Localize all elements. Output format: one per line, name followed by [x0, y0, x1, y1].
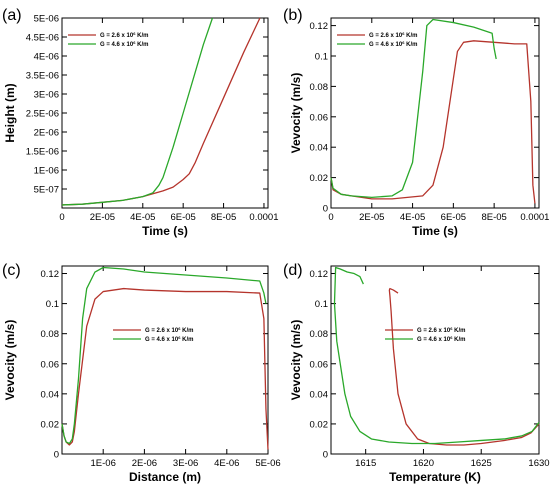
y-tick-label: 0.02: [41, 419, 60, 430]
y-tick-label: 0.04: [310, 143, 329, 154]
x-tick-label: 1630: [528, 458, 549, 469]
plot-frame: [330, 17, 540, 209]
panel-b: 0 2E-05 4E-05 6E-05 8E-05 0.0001 0 0.02 0.04 0.06…: [283, 7, 549, 238]
y-tick-label: 0.02: [310, 419, 329, 430]
x-tick-label: 2E-05: [90, 212, 115, 223]
y-tick-label: 0.04: [310, 389, 329, 400]
plot-frame: [330, 265, 540, 455]
panel-label: (a): [2, 7, 22, 24]
y-tick-label: 0.08: [41, 329, 60, 340]
y-tick-label: 0.06: [310, 359, 329, 370]
legend-entry: G = 4.6 x 106 K/m: [100, 40, 148, 49]
x-tick-label: 2E-05: [359, 212, 384, 223]
y-tick-label: 5E-06: [34, 14, 59, 25]
x-tick-label: 4E-05: [130, 212, 155, 223]
legend: G = 2.6 x 106 K/mG = 4.6 x 106 K/m: [113, 326, 193, 344]
x-tick-label: 1620: [413, 458, 434, 469]
legend-entry: G = 2.6 x 106 K/m: [369, 31, 417, 40]
legend: G = 2.6 x 106 K/mG = 4.6 x 106 K/m: [337, 31, 417, 49]
y-tick-label: 0.1: [315, 52, 328, 63]
x-tick-label: 1615: [355, 458, 376, 469]
x-tick-label: 1625: [471, 458, 492, 469]
y-axis-label: Vevocity (m/s): [3, 320, 17, 401]
legend: G = 2.6 x 106 K/mG = 4.6 x 106 K/m: [68, 31, 148, 49]
x-tick-label: 2E-06: [132, 458, 157, 469]
x-tick-label: 6E-05: [441, 212, 466, 223]
y-tick-label: 3.5E-06: [26, 71, 59, 82]
x-tick-label: 0: [328, 212, 333, 223]
plot-frame: [61, 265, 269, 455]
x-tick-label: 0.0001: [249, 212, 278, 223]
panel-a: 0 2E-05 4E-05 6E-05 8E-05 0.0001 5E-07 1E-06 1.5…: [2, 7, 278, 238]
x-axis-label: Time (s): [412, 224, 458, 238]
y-tick-label: 3E-06: [34, 90, 59, 101]
y-tick-label: 5E-07: [34, 185, 59, 196]
y-tick-label: 0.12: [310, 269, 329, 280]
y-axis-label: Height (m): [3, 83, 17, 142]
legend-entry: G = 2.6 x 106 K/m: [145, 326, 193, 335]
y-tick-label: 0.06: [41, 359, 60, 370]
panel-label: (c): [2, 262, 21, 279]
x-tick-label: 0.0001: [520, 212, 549, 223]
series-line-red: [330, 40, 536, 204]
x-tick-label: 0: [59, 212, 64, 223]
series-line-red: [61, 287, 269, 450]
plot-frame: [61, 17, 269, 209]
y-tick-label: 0: [323, 450, 328, 461]
y-tick-label: 2E-06: [34, 128, 59, 139]
y-tick-label: 1E-06: [34, 166, 59, 177]
y-tick-label: 0: [323, 204, 328, 215]
x-tick-label: 3E-06: [173, 458, 198, 469]
legend: G = 2.6 x 106 K/mG = 4.6 x 106 K/m: [385, 326, 465, 344]
y-tick-label: 0.1: [46, 299, 59, 310]
x-tick-label: 8E-05: [211, 212, 236, 223]
series-line-green: [330, 18, 497, 199]
y-tick-label: 0.08: [310, 82, 329, 93]
panel-c: 1E-06 2E-06 3E-06 4E-06 5E-06 0 0.02 0.04 0.06 0.…: [2, 262, 281, 484]
x-tick-label: 1E-06: [91, 458, 116, 469]
x-tick-label: 4E-06: [214, 458, 239, 469]
legend-entry: G = 2.6 x 106 K/m: [417, 326, 465, 335]
x-tick-label: 4E-05: [400, 212, 425, 223]
y-tick-label: 0.12: [310, 21, 329, 32]
y-tick-label: 4.5E-06: [26, 33, 59, 44]
y-tick-label: 0.08: [310, 329, 329, 340]
y-tick-label: 0.06: [310, 112, 329, 123]
panel-d: 1615 1620 1625 1630 0 0.02 0.04 0.06 0.08 0.1 0.12…: [283, 262, 550, 484]
y-tick-label: 0.1: [315, 299, 328, 310]
y-tick-label: 1.5E-06: [26, 147, 59, 158]
y-tick-label: 0.02: [310, 173, 329, 184]
y-axis-label: Vevocity (m/s): [289, 73, 303, 154]
x-axis-label: Distance (m): [129, 470, 201, 484]
series-line-green: [61, 266, 267, 445]
y-tick-label: 0: [54, 450, 59, 461]
legend-entry: G = 4.6 x 106 K/m: [417, 335, 465, 344]
y-tick-label: 0.04: [41, 389, 60, 400]
x-tick-label: 5E-06: [255, 458, 280, 469]
series-line-red: [388, 287, 540, 446]
x-axis-label: Time (s): [142, 224, 188, 238]
x-tick-label: 8E-05: [481, 212, 506, 223]
legend-entry: G = 2.6 x 106 K/m: [100, 31, 148, 40]
x-axis-label: Temperature (K): [389, 470, 481, 484]
series-line-green: [61, 17, 214, 206]
y-axis-label: Vevocity (m/s): [289, 320, 303, 401]
x-tick-label: 6E-05: [170, 212, 195, 223]
legend-entry: G = 4.6 x 106 K/m: [145, 335, 193, 344]
y-tick-label: 0.12: [41, 269, 60, 280]
series-line-green: [333, 266, 540, 445]
panel-label: (b): [283, 7, 303, 24]
y-tick-label: 2.5E-06: [26, 109, 59, 120]
y-tick-label: 4E-06: [34, 52, 59, 63]
legend-entry: G = 4.6 x 106 K/m: [369, 40, 417, 49]
panel-label: (d): [283, 262, 303, 279]
series-line-red: [61, 17, 261, 206]
